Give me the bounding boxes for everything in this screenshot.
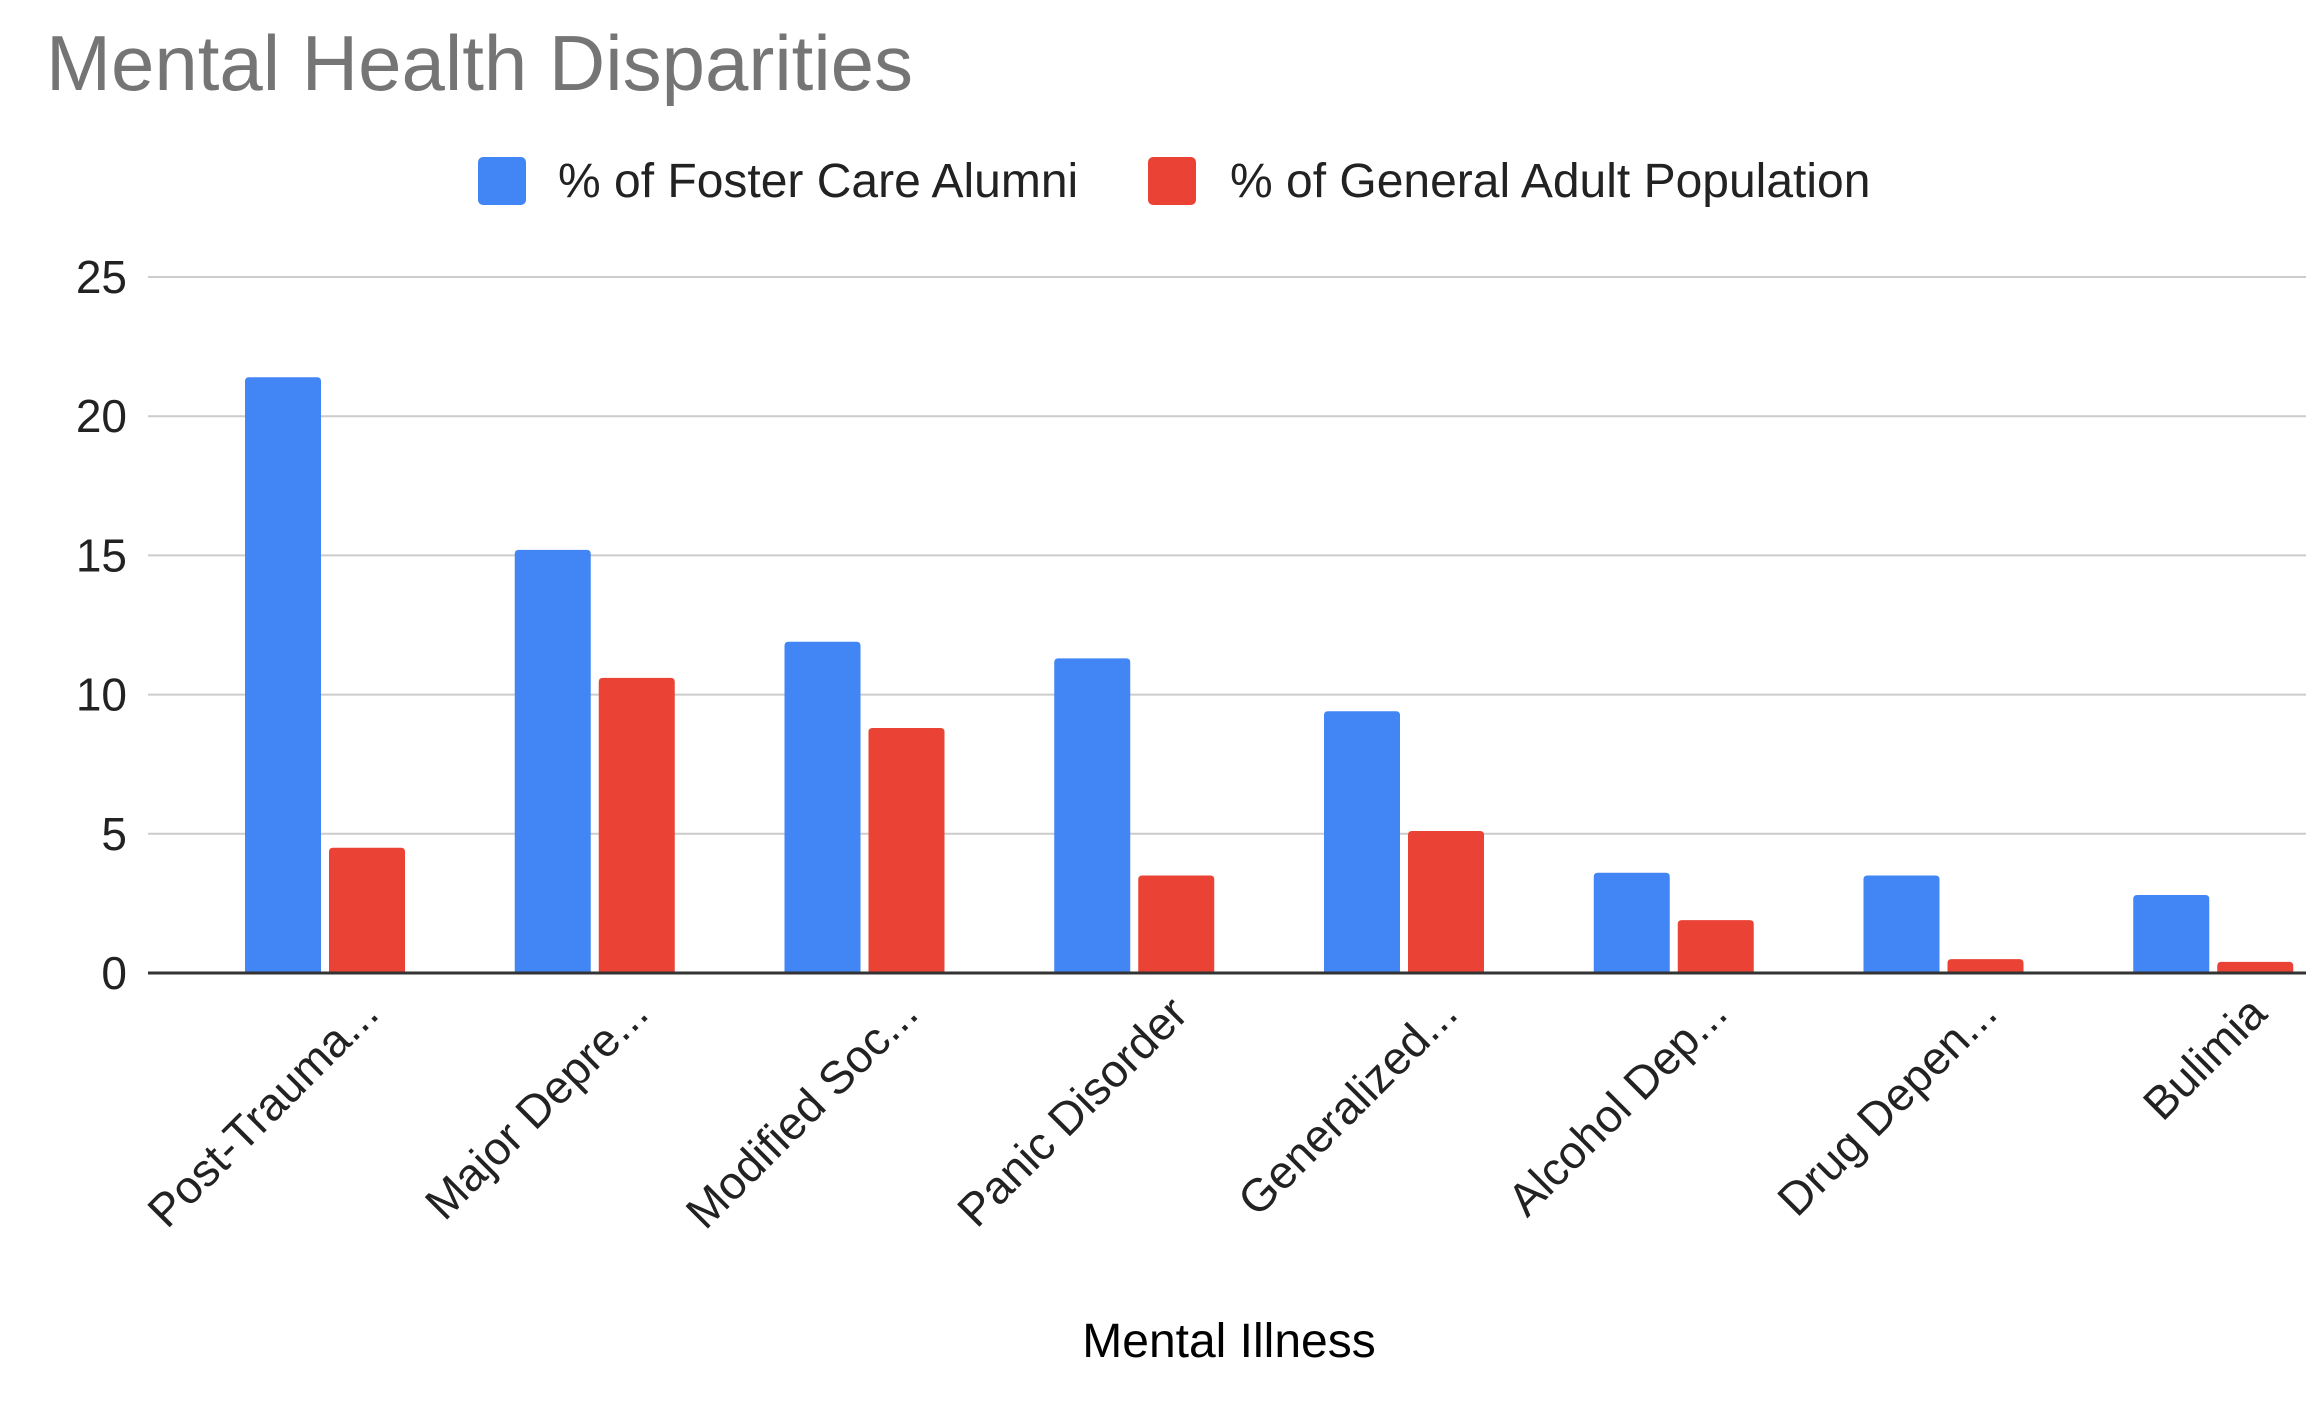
legend-swatch-series-2 — [1148, 157, 1196, 205]
legend-item-series-2: % of General Adult Population — [1148, 155, 1870, 208]
bar-series-2-3 — [869, 728, 945, 973]
bar-series-1-7 — [1864, 876, 1940, 973]
legend: % of Foster Care Alumni % of General Adu… — [478, 155, 1870, 208]
bar-series-1-5 — [1324, 711, 1400, 973]
bar-series-2-6 — [1678, 920, 1754, 973]
bar-series-1-8 — [2133, 895, 2209, 973]
bar-series-2-4 — [1138, 876, 1214, 973]
bar-series-1-6 — [1594, 873, 1670, 973]
bar-series-1-3 — [785, 642, 861, 973]
y-tick-label: 15 — [76, 529, 127, 581]
bar-series-1-4 — [1054, 658, 1130, 973]
y-tick-label: 25 — [76, 251, 127, 303]
bar-series-1-2 — [515, 550, 591, 973]
chart-title: Mental Health Disparities — [46, 19, 913, 107]
bar-series-2-7 — [1948, 959, 2024, 973]
y-tick-label: 20 — [76, 390, 127, 442]
bar-series-2-8 — [2217, 962, 2293, 973]
bar-series-2-2 — [599, 678, 675, 973]
y-tick-label: 5 — [101, 808, 127, 860]
legend-item-series-1: % of Foster Care Alumni — [478, 155, 1078, 208]
y-tick-label: 0 — [101, 947, 127, 999]
x-axis-title: Mental Illness — [1082, 1315, 1375, 1368]
legend-swatch-series-1 — [478, 157, 526, 205]
bar-series-2-5 — [1408, 831, 1484, 973]
y-tick-label: 10 — [76, 669, 127, 721]
legend-label-series-2: % of General Adult Population — [1230, 155, 1870, 208]
bar-series-2-1 — [329, 848, 405, 973]
bar-series-1-1 — [245, 377, 321, 973]
legend-label-series-1: % of Foster Care Alumni — [558, 155, 1078, 208]
